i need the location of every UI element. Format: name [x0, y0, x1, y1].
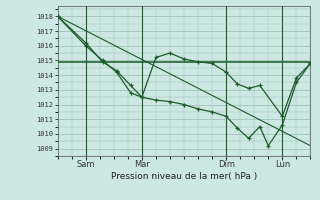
X-axis label: Pression niveau de la mer( hPa ): Pression niveau de la mer( hPa ): [111, 172, 257, 181]
